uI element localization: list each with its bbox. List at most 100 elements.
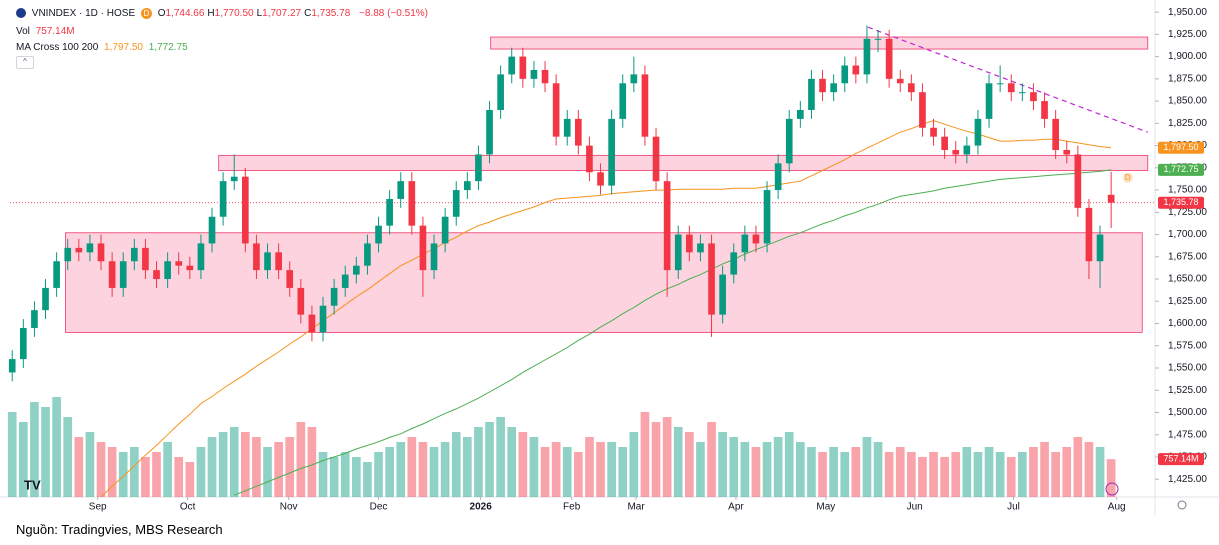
symbol-icon (16, 8, 26, 19)
volume-bar (274, 442, 283, 497)
candle-body (819, 78, 826, 93)
candle-body (619, 83, 627, 119)
candle-body (952, 150, 960, 155)
volume-bar (640, 412, 650, 497)
volume-bar (529, 437, 539, 497)
volume-bar (551, 442, 561, 497)
y-tick-label: 1,625.00 (1168, 296, 1207, 307)
candle-body (497, 74, 504, 110)
price-tag (1158, 196, 1204, 209)
flash-icon[interactable] (1105, 482, 1119, 496)
volume-bar (1073, 437, 1083, 497)
candle-body (830, 83, 837, 93)
candle-body (475, 154, 482, 182)
volume-bar (374, 452, 383, 497)
volume-bar (7, 412, 17, 497)
volume-bar (1018, 452, 1027, 497)
ohlc-value: 1,735.78 (311, 8, 351, 19)
price-tag-label: 1,735.78 (1163, 197, 1198, 207)
candle-body (730, 252, 738, 275)
candle-body (763, 190, 771, 244)
candle-body (208, 216, 216, 244)
collapse-button[interactable]: ^ (16, 56, 34, 69)
volume-bar (751, 447, 761, 497)
y-tick-label: 1,875.00 (1168, 73, 1207, 84)
volume-bar (207, 437, 217, 497)
volume-bar (252, 437, 261, 497)
candle-body (674, 234, 682, 271)
volume-bar (618, 447, 628, 497)
x-tick-label: Sep (89, 502, 107, 513)
candle-body (896, 78, 904, 84)
candle-body (186, 265, 194, 271)
candle-body (297, 287, 305, 315)
volume-bar (85, 432, 95, 497)
volume-bar (585, 437, 594, 497)
candle-body (1074, 154, 1082, 208)
volume-bar (1006, 457, 1016, 497)
volume-bar (407, 437, 417, 497)
price-tag (1158, 163, 1204, 176)
candle-body (563, 118, 571, 137)
candle-body (741, 234, 749, 253)
candle-body (330, 287, 338, 306)
candle-body (719, 274, 726, 315)
candle-body (397, 181, 405, 199)
volume-bar (1084, 442, 1094, 497)
volume-bar (141, 457, 150, 497)
x-tick-label: Mar (627, 502, 645, 513)
candle-body (352, 265, 360, 275)
y-tick-label: 1,950.00 (1168, 7, 1207, 18)
volume-bar (862, 437, 872, 497)
candle-body (697, 243, 704, 253)
volume-bar (940, 457, 949, 497)
volume-bar (218, 432, 228, 497)
candle-body (8, 359, 16, 373)
candle-body (1007, 83, 1015, 93)
volume-bar (951, 452, 961, 497)
candle-body (408, 181, 416, 226)
x-tick-label: 2026 (470, 502, 493, 513)
volume-bar (829, 447, 838, 497)
trendline (867, 26, 1148, 133)
candle-body (586, 145, 593, 173)
y-tick-label: 1,650.00 (1168, 274, 1207, 285)
x-tick-label: Aug (1108, 502, 1126, 513)
ma-slow: 1,772.75 (148, 42, 188, 53)
volume-bar (673, 427, 683, 497)
legend-ma: MA Cross 100 200 1,797.50 1,772.75 (16, 42, 191, 53)
candle-body (108, 261, 116, 288)
volume-bar (329, 457, 339, 497)
volume-bar (696, 442, 705, 497)
y-tick-label: 1,725.00 (1168, 207, 1207, 218)
candle-body (874, 38, 882, 40)
candle-body (686, 234, 693, 253)
candle-body (663, 181, 671, 271)
candle-body (153, 270, 160, 280)
volume-bar (962, 447, 972, 497)
candle-body (275, 252, 282, 271)
y-tick-label: 1,600.00 (1168, 318, 1207, 329)
volume-bar (851, 447, 861, 497)
candle-body (708, 243, 715, 315)
candle-body (652, 136, 660, 182)
candle-body (464, 181, 471, 191)
candle-body (452, 190, 460, 217)
volume-bar (174, 457, 184, 497)
badge: D (140, 8, 152, 19)
volume-bar (984, 447, 994, 497)
event-badge (1122, 172, 1133, 183)
candle-body (264, 252, 271, 271)
candle-body (941, 136, 948, 151)
volume-bar (562, 447, 572, 497)
volume-bar (685, 432, 694, 497)
y-tick-label: 1,900.00 (1168, 51, 1207, 62)
volume-bar (518, 432, 528, 497)
ohlc-key: L (256, 8, 263, 19)
candle-body (1030, 92, 1037, 102)
volume-bar (1062, 447, 1072, 497)
settings-icon[interactable] (1177, 500, 1187, 510)
candle-body (86, 243, 94, 253)
volume-bar (574, 452, 583, 497)
y-tick-label: 1,675.00 (1168, 251, 1207, 262)
